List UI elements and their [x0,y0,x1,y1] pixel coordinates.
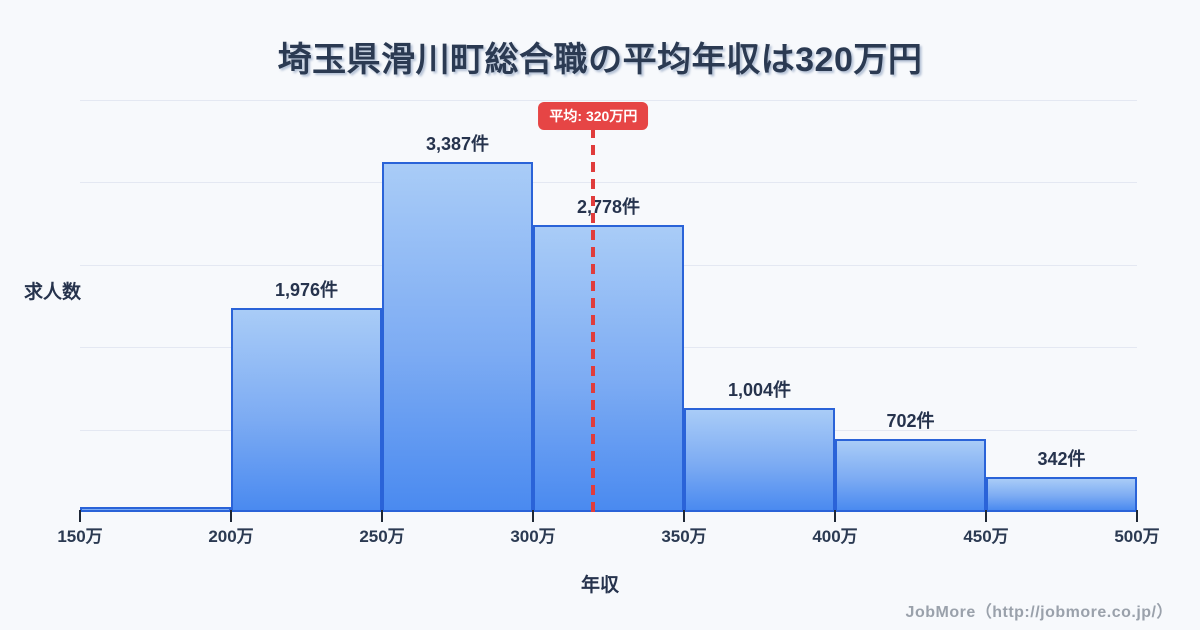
average-dashed-line [591,128,596,512]
x-axis-tick-label: 500万 [1114,527,1160,546]
x-axis-tick-label: 450万 [963,527,1009,546]
gridline [80,100,1137,101]
bar-value-label: 2,778件 [576,197,641,217]
bar-value-label: 1,976件 [274,280,339,300]
x-axis-tick-label: 350万 [661,527,707,546]
histogram-bar [835,439,986,512]
y-axis-label: 求人数 [24,282,82,303]
x-axis-tick [532,510,534,522]
histogram-bar [986,477,1137,512]
x-axis-tick-label: 300万 [510,527,556,546]
bar-value-label: 3,387件 [425,134,490,154]
bar-value-label: 702件 [886,411,935,431]
histogram-bar [684,408,835,512]
x-axis-tick [79,510,81,522]
bar-value-label: 1,004件 [727,380,792,400]
average-badge: 平均: 320万円 [538,102,649,130]
x-axis-tick [985,510,987,522]
gridline [80,182,1137,184]
footer-credit: JobMore（http://jobmore.co.jp/） [905,604,1173,621]
x-axis-tick [381,510,383,522]
histogram-bar [80,507,231,512]
x-axis-tick [1136,510,1138,522]
histogram-bar [382,162,533,512]
plot-area: 1,976件 3,387件 2,778件 1,004件 702件 342件 150万 200万… [57,100,1160,546]
x-axis-tick [230,510,232,522]
chart-title: 埼玉県滑川町総合職の平均年収は320万円 [277,41,923,79]
x-axis-tick-label: 250万 [359,527,405,546]
x-axis-label: 年収 [580,575,619,596]
x-axis-tick [834,510,836,522]
x-axis-tick-label: 200万 [208,527,254,546]
x-axis-tick [683,510,685,522]
bar-value-label: 342件 [1037,449,1086,469]
histogram-bar [533,225,684,512]
x-axis-tick-label: 150万 [57,527,103,546]
x-axis-tick-label: 400万 [812,527,858,546]
histogram-bar [231,308,382,512]
